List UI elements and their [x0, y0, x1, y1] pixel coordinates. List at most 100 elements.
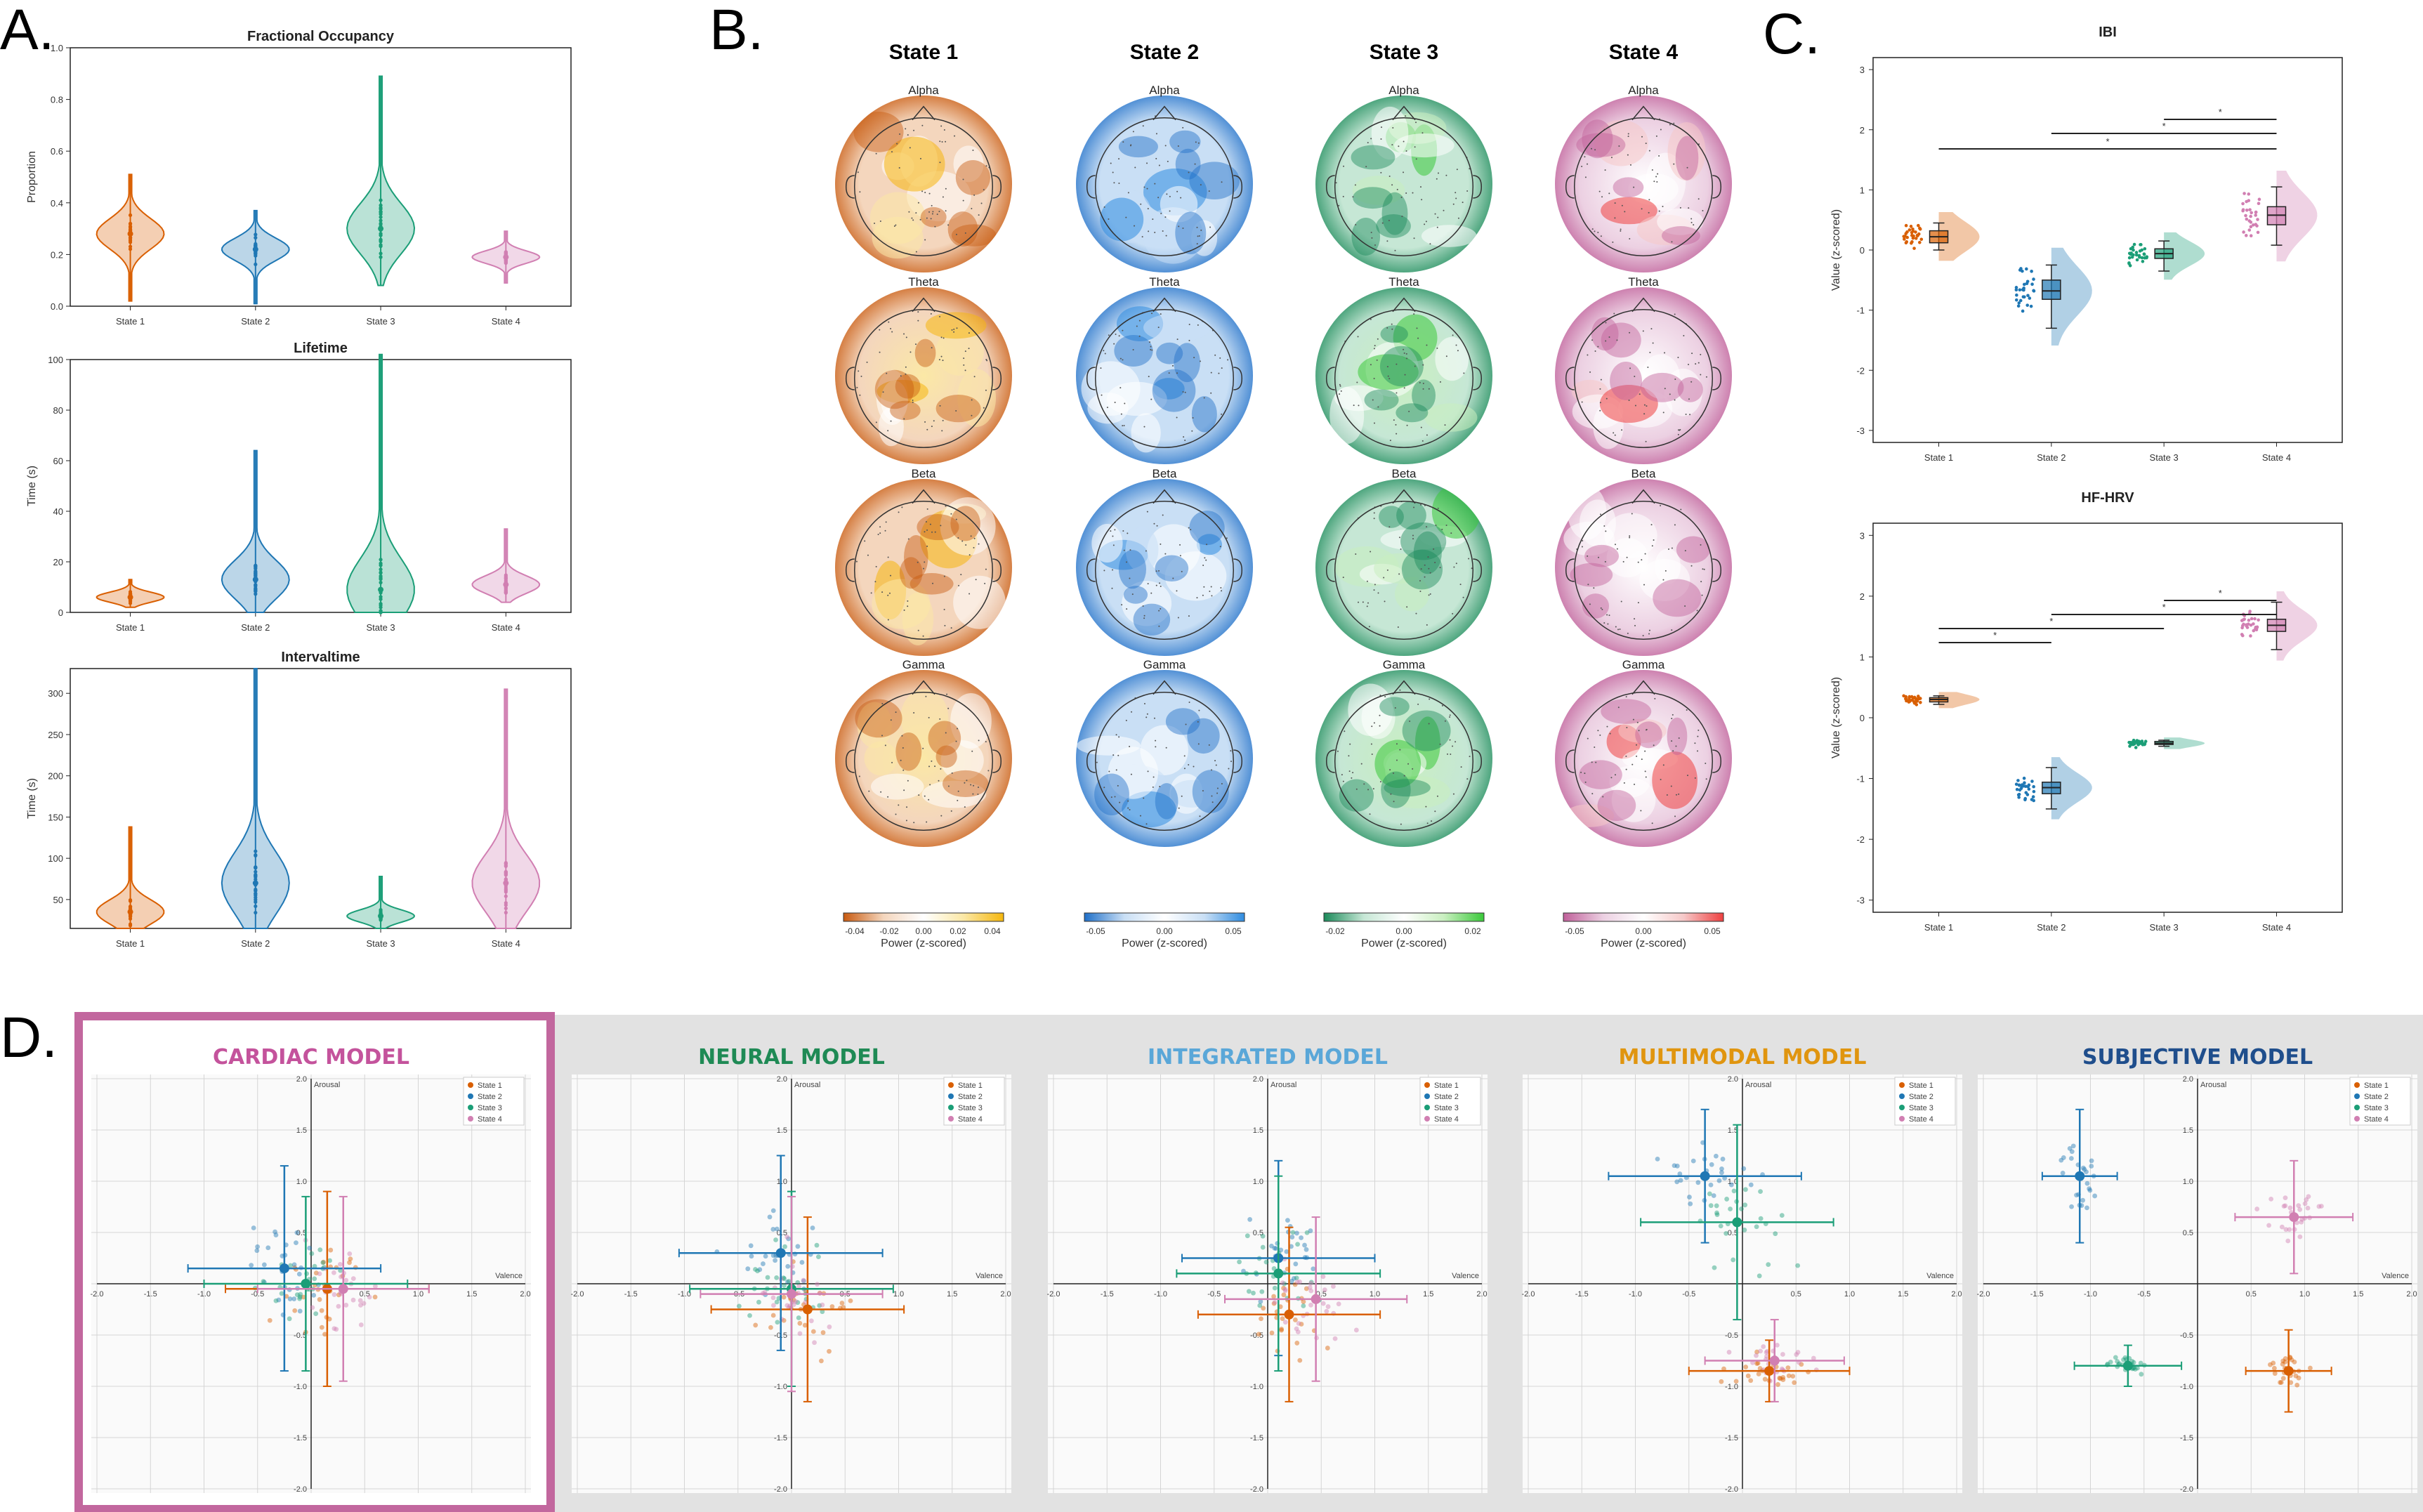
topomap-blob	[1152, 369, 1196, 412]
electrode	[1452, 612, 1454, 614]
electrode	[1602, 796, 1604, 798]
electrode	[880, 791, 882, 793]
electrode	[879, 351, 881, 353]
electrode	[1386, 240, 1388, 242]
electrode	[1614, 774, 1616, 776]
electrode	[1456, 169, 1458, 171]
electrode	[1637, 602, 1639, 604]
electrode	[1644, 553, 1646, 555]
half-violin-2	[2051, 757, 2092, 820]
y-tick-label: 0	[1860, 713, 1865, 723]
topomap-blob	[874, 369, 914, 409]
scatter-point	[1711, 1193, 1716, 1198]
raincloud-point	[2245, 626, 2250, 629]
raincloud-point	[1909, 225, 1913, 228]
scatter-point	[1301, 1303, 1306, 1308]
electrode	[926, 529, 928, 531]
state-mean-marker	[1284, 1309, 1294, 1320]
x-tick-label: 1.5	[1423, 1290, 1433, 1299]
legend-label: State 2	[1434, 1093, 1459, 1101]
electrode	[1648, 150, 1650, 152]
electrode	[1641, 208, 1643, 210]
raincloud-point	[2030, 798, 2034, 801]
electrode	[1155, 157, 1157, 159]
electrode	[939, 315, 941, 317]
y-tick-label: 1.5	[296, 1126, 307, 1135]
electrode	[1674, 399, 1676, 401]
x-tick-label: 2.0	[1951, 1290, 1962, 1299]
scatter-point	[313, 1270, 319, 1276]
electrode	[1426, 526, 1428, 528]
electrode	[1401, 216, 1403, 218]
violin-point	[379, 206, 383, 210]
violin-point	[379, 603, 383, 607]
electrode	[973, 784, 975, 787]
electrode	[1629, 535, 1631, 537]
y-tick-label: 3	[1860, 65, 1865, 75]
electrode	[917, 629, 919, 631]
electrode	[946, 693, 948, 695]
electrode	[1123, 424, 1125, 426]
right-ear	[992, 175, 1002, 199]
nose	[912, 105, 935, 121]
electrode	[941, 430, 943, 432]
legend-label: State 1	[1434, 1082, 1459, 1090]
violin-median	[252, 577, 258, 583]
electrode	[963, 364, 965, 366]
scatter-point	[1278, 1247, 1284, 1253]
x-tick-label: 1.0	[2299, 1290, 2310, 1299]
panel-label-b: B.	[709, 0, 763, 62]
electrode	[1115, 769, 1117, 771]
electrode	[1388, 220, 1390, 222]
electrode	[1371, 237, 1373, 239]
electrode	[1126, 608, 1128, 610]
electrode	[1660, 504, 1662, 506]
scatter-point	[1263, 1259, 1269, 1265]
electrode	[985, 358, 987, 360]
model-cardiac-model: CARDIAC MODEL-2.0 -1.5 -1.0 -0.5 0.5 1.0 1.5 2.…	[74, 1012, 555, 1512]
scatter-point	[297, 1308, 303, 1314]
electrode	[945, 140, 947, 143]
legend-label: State 3	[2364, 1104, 2389, 1112]
right-ear	[1712, 749, 1722, 773]
raincloud-point	[2134, 253, 2139, 257]
chart-title: Intervaltime	[281, 650, 360, 665]
electrode	[985, 568, 987, 570]
electrode	[1604, 169, 1606, 171]
electrode	[1114, 401, 1116, 403]
electrode	[1370, 551, 1372, 553]
electrode	[1651, 169, 1653, 171]
electrode	[939, 162, 941, 164]
electrode	[879, 526, 881, 528]
scatter-point	[1778, 1376, 1783, 1381]
nose	[1153, 297, 1176, 313]
significance-star: *	[2106, 136, 2109, 147]
topomap-blob	[1635, 721, 1662, 749]
scatter-point	[1237, 1259, 1242, 1265]
head-outline	[1573, 691, 1714, 831]
electrode	[1358, 405, 1360, 407]
electrode	[977, 787, 979, 789]
electrode	[1188, 527, 1190, 529]
electrode	[1403, 171, 1405, 173]
raincloud-point	[1915, 703, 1919, 706]
electrode	[1666, 794, 1668, 796]
electrode	[1134, 225, 1136, 227]
left-ear	[1565, 175, 1575, 199]
nose	[1153, 489, 1176, 504]
x-tick-label: -1.0	[197, 1290, 211, 1299]
x-tick-label: 2.0	[1000, 1290, 1011, 1299]
electrode	[1415, 158, 1417, 160]
electrode	[1219, 546, 1221, 548]
electrode	[1122, 329, 1124, 331]
legend-marker	[1899, 1093, 1905, 1099]
topomap-blob	[950, 506, 980, 541]
electrode	[1671, 629, 1673, 631]
electrode	[1447, 753, 1449, 755]
electrode	[1428, 567, 1430, 570]
topomap-blob	[1579, 760, 1622, 789]
scatter-point	[2271, 1365, 2277, 1371]
topomap-blob	[1618, 718, 1667, 744]
electrode	[1138, 320, 1141, 322]
electrode	[860, 375, 862, 377]
